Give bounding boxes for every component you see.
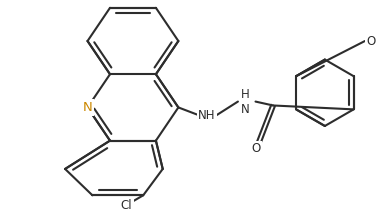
Text: NH: NH (198, 109, 216, 122)
Text: H
N: H N (241, 88, 250, 116)
Text: O: O (252, 142, 261, 155)
Text: Cl: Cl (121, 199, 132, 212)
Text: N: N (83, 101, 92, 114)
Text: O: O (366, 35, 375, 47)
